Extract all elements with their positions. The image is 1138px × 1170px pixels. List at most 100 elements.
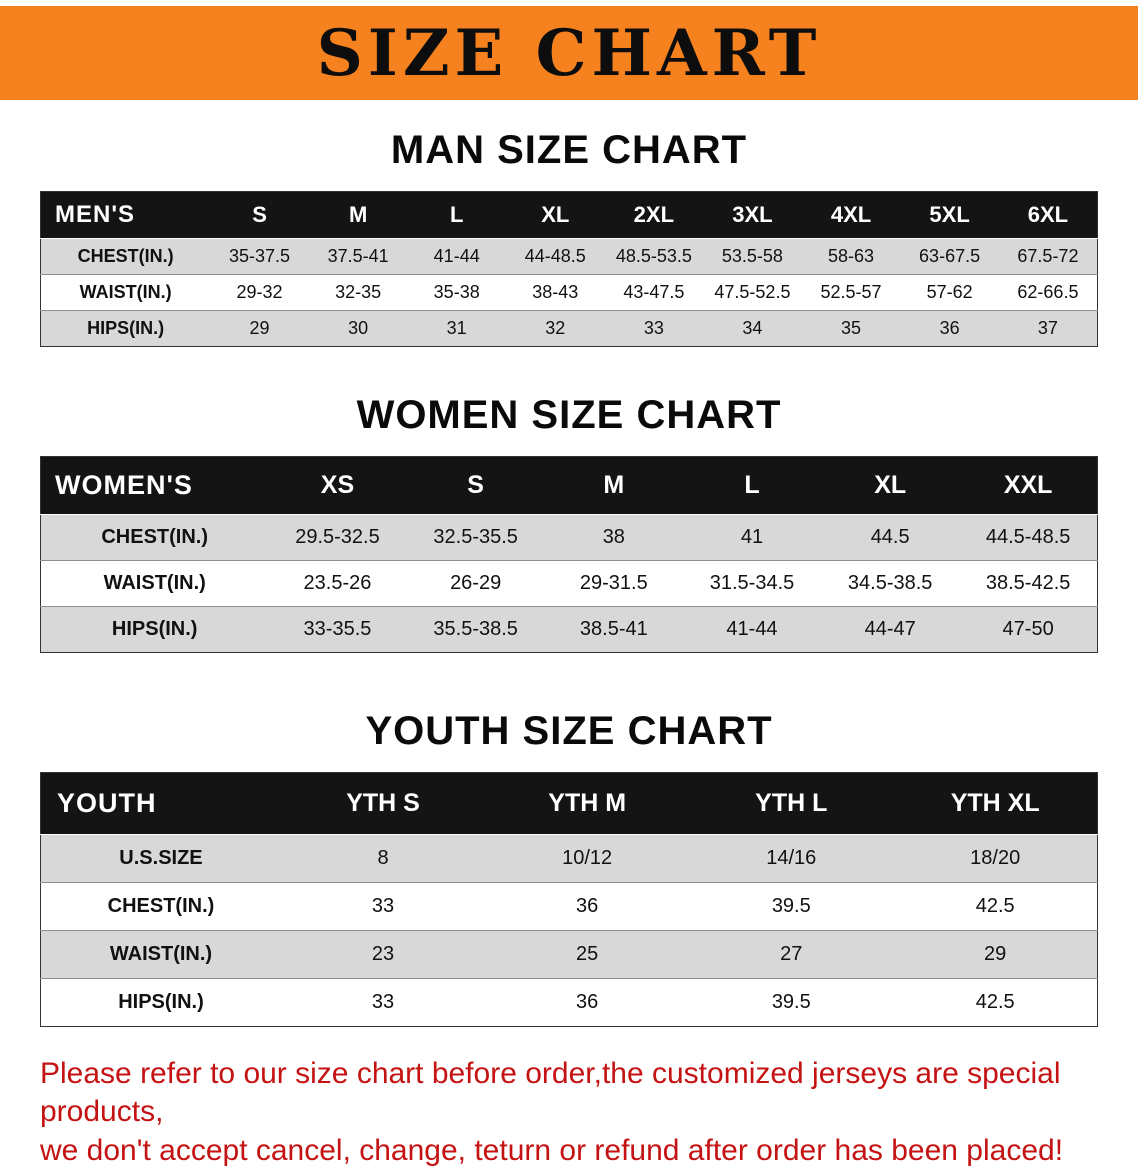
size-value: 41-44	[407, 238, 506, 275]
size-value: 32.5-35.5	[406, 514, 545, 561]
table-corner-label: WOMEN'S	[40, 456, 269, 515]
youth-size-table: YOUTH YTH S YTH M YTH L YTH XL U.S.SIZE 8 10/12…	[40, 772, 1098, 1027]
size-value: 8	[280, 834, 486, 883]
women-size-chart-section: WOMEN SIZE CHART WOMEN'S XS S M L XL XXL CHEST(…	[0, 393, 1138, 653]
size-value: 38.5-41	[544, 606, 683, 653]
size-table: MEN'S S M L XL 2XL 3XL 4XL 5XL 6XL CHEST(IN.) 35-37…	[40, 191, 1098, 347]
size-column-header: XS	[268, 456, 407, 515]
size-value: 52.5-57	[801, 274, 901, 311]
size-value: 34.5-38.5	[821, 560, 960, 607]
size-value: 35-37.5	[210, 238, 309, 275]
size-value: 37.5-41	[308, 238, 408, 275]
size-column-header: L	[682, 456, 822, 515]
size-value: 57-62	[900, 274, 999, 311]
size-value: 35	[801, 310, 901, 347]
size-value: 48.5-53.5	[604, 238, 704, 275]
youth-size-chart-section: YOUTH SIZE CHART YOUTH YTH S YTH M YTH L YTH…	[0, 709, 1138, 1027]
row-label: HIPS(IN.)	[40, 606, 269, 653]
size-value: 36	[485, 882, 690, 931]
size-column-header: XXL	[959, 456, 1098, 515]
size-value: 27	[689, 930, 894, 979]
size-value: 41	[682, 514, 822, 561]
size-column-header: L	[407, 191, 506, 239]
size-column-header: S	[210, 191, 309, 239]
row-label: CHEST(IN.)	[40, 514, 269, 561]
size-value: 34	[703, 310, 802, 347]
size-value: 29.5-32.5	[268, 514, 407, 561]
man-size-chart-section: MAN SIZE CHART MEN'S S M L XL 2XL 3XL 4XL 5XL 6XL…	[0, 128, 1138, 347]
size-value: 42.5	[893, 978, 1098, 1027]
size-column-header: XL	[821, 456, 960, 515]
size-value: 26-29	[406, 560, 545, 607]
size-column-header: XL	[505, 191, 605, 239]
size-value: 39.5	[689, 882, 894, 931]
row-label: WAIST(IN.)	[40, 274, 211, 311]
table-row: CHEST(IN.) 35-37.5 37.5-41 41-44 44-48.5 48.5…	[40, 238, 1098, 275]
size-value: 63-67.5	[900, 238, 999, 275]
size-value: 10/12	[485, 834, 690, 883]
size-value: 35-38	[407, 274, 506, 311]
size-value: 31.5-34.5	[682, 560, 822, 607]
size-value: 18/20	[893, 834, 1098, 883]
size-table: YOUTH YTH S YTH M YTH L YTH XL U.S.SIZE 8 10/12…	[40, 772, 1098, 1027]
size-value: 36	[485, 978, 690, 1027]
size-value: 29-32	[210, 274, 309, 311]
size-column-header: 5XL	[900, 191, 999, 239]
size-value: 38-43	[505, 274, 605, 311]
row-label: WAIST(IN.)	[40, 930, 281, 979]
size-value: 33	[604, 310, 704, 347]
size-value: 38.5-42.5	[959, 560, 1098, 607]
size-value: 47-50	[959, 606, 1098, 653]
table-row: HIPS(IN.) 33-35.5 35.5-38.5 38.5-41 41-44 44-…	[40, 606, 1098, 653]
size-value: 44.5	[821, 514, 960, 561]
size-value: 47.5-52.5	[703, 274, 802, 311]
table-row: CHEST(IN.) 33 36 39.5 42.5	[40, 882, 1098, 931]
size-value: 58-63	[801, 238, 901, 275]
women-size-chart-heading: WOMEN SIZE CHART	[356, 393, 782, 437]
women-size-table: WOMEN'S XS S M L XL XXL CHEST(IN.) 29.5-32.5 32.5…	[40, 456, 1098, 653]
size-value: 29	[210, 310, 309, 347]
row-label: WAIST(IN.)	[40, 560, 269, 607]
size-value: 25	[485, 930, 690, 979]
row-label: U.S.SIZE	[40, 834, 281, 883]
size-column-header: 6XL	[998, 191, 1098, 239]
table-row: WAIST(IN.) 23 25 27 29	[40, 930, 1098, 979]
row-label: CHEST(IN.)	[40, 238, 211, 275]
men-size-table: MEN'S S M L XL 2XL 3XL 4XL 5XL 6XL CHEST(IN.) 35-37…	[40, 191, 1098, 347]
disclaimer-line: Please refer to our size chart before or…	[40, 1057, 1061, 1129]
disclaimer-line: we don't accept cancel, change, teturn o…	[40, 1133, 1064, 1167]
size-column-header: 2XL	[604, 191, 704, 239]
size-column-header: YTH L	[689, 772, 894, 835]
size-value: 33-35.5	[268, 606, 407, 653]
size-value: 38	[544, 514, 683, 561]
size-column-header: M	[308, 191, 408, 239]
size-column-header: 4XL	[801, 191, 901, 239]
size-column-header: M	[544, 456, 683, 515]
size-value: 43-47.5	[604, 274, 704, 311]
table-row: U.S.SIZE 8 10/12 14/16 18/20	[40, 834, 1098, 883]
table-row: HIPS(IN.) 29 30 31 32 33 34 35 36 37	[40, 310, 1098, 347]
size-column-header: YTH M	[485, 772, 690, 835]
size-value: 30	[308, 310, 408, 347]
size-column-header: YTH XL	[893, 772, 1098, 835]
table-row: HIPS(IN.) 33 36 39.5 42.5	[40, 978, 1098, 1027]
size-value: 35.5-38.5	[406, 606, 545, 653]
row-label: HIPS(IN.)	[40, 978, 281, 1027]
size-value: 32-35	[308, 274, 408, 311]
size-value: 29	[893, 930, 1098, 979]
size-value: 44-47	[821, 606, 960, 653]
size-value: 44-48.5	[505, 238, 605, 275]
size-value: 33	[280, 978, 486, 1027]
size-value: 37	[998, 310, 1098, 347]
size-value: 33	[280, 882, 486, 931]
size-value: 29-31.5	[544, 560, 683, 607]
size-value: 44.5-48.5	[959, 514, 1098, 561]
table-row: WAIST(IN.) 29-32 32-35 35-38 38-43 43-47.5 47.…	[40, 274, 1098, 311]
size-value: 62-66.5	[998, 274, 1098, 311]
disclaimer-text: Please refer to our size chart before or…	[40, 1055, 1108, 1170]
table-corner-label: MEN'S	[40, 191, 211, 239]
size-chart-banner: SIZE CHART	[0, 6, 1138, 100]
size-value: 32	[505, 310, 605, 347]
row-label: HIPS(IN.)	[40, 310, 211, 347]
size-value: 23.5-26	[268, 560, 407, 607]
